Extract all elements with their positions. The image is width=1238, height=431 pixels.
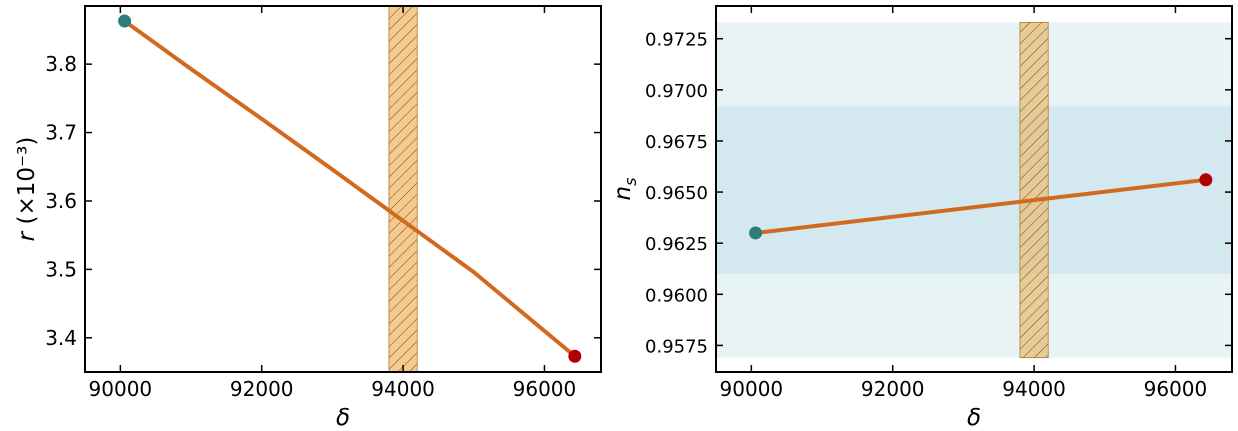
chart0-y-tick-label-1: 3.5 — [45, 257, 77, 281]
chart0-start-point — [118, 14, 132, 28]
chart1-y-tick-label-4: 0.9675 — [645, 132, 708, 153]
chart0-plot-area — [122, 6, 577, 372]
chart0-y-tick-label-3: 3.7 — [45, 121, 77, 145]
chart1-y-tick-label-5: 0.9700 — [645, 81, 708, 102]
chart0-series-line-0 — [122, 19, 577, 359]
chart0-x-tick-label-3: 96000 — [513, 377, 577, 401]
chart1-axes-frame — [715, 5, 1233, 373]
chart1-y-tick-label-6: 0.9725 — [645, 30, 708, 51]
chart0-y-tick-label-4: 3.8 — [45, 52, 77, 76]
chart1-start-point — [749, 226, 763, 240]
chart0-y-axis-label: r (×10⁻³) — [14, 137, 40, 242]
chart1-x-tick-label-1: 92000 — [861, 377, 925, 401]
chart1-x-tick-label-0: 90000 — [720, 377, 784, 401]
chart0-end-point — [568, 349, 582, 363]
chart0-y-tick-label-0: 3.4 — [45, 326, 77, 350]
chart1-y-tick-label-0: 0.9575 — [645, 336, 708, 357]
chart1-series-line-0 — [753, 177, 1208, 235]
chart0-vertical-band-hatch — [388, 6, 418, 372]
chart1-plot-area — [716, 21, 1232, 359]
chart0-axes-frame — [84, 5, 602, 373]
chart1-end-point — [1199, 173, 1213, 187]
chart1-inner-band — [716, 106, 1232, 274]
chart0-y-axis-label-unit: (×10⁻³) — [14, 137, 40, 225]
chart1-y-tick-label-1: 0.9600 — [645, 285, 708, 306]
chart1-y-axis-label-var: n — [610, 186, 636, 201]
chart0-x-tick-label-2: 94000 — [371, 377, 435, 401]
chart1-x-axis-label: δ — [967, 405, 981, 431]
chart1-x-tick-label-2: 94000 — [1002, 377, 1066, 401]
chart1-y-tick-label-2: 0.9625 — [645, 234, 708, 255]
chart0-y-axis-label-var: r — [14, 225, 40, 242]
chart1-y-axis-label-sub: s — [621, 178, 640, 186]
chart0-x-tick-label-1: 92000 — [230, 377, 294, 401]
chart0-x-tick-label-0: 90000 — [89, 377, 153, 401]
chart0-y-tick-label-2: 3.6 — [45, 189, 77, 213]
left-chart-panel: 90000 92000 94000 96000 3.4 3.5 3.6 3.7 3.8 δ r (×… — [14, 5, 602, 431]
right-chart-panel: 90000 92000 94000 96000 0.9575 0.9600 0.9625 0.… — [610, 5, 1233, 431]
chart1-x-tick-label-3: 96000 — [1144, 377, 1208, 401]
chart1-vertical-band-hatch — [1019, 21, 1049, 359]
chart0-x-axis-label: δ — [336, 405, 350, 431]
chart1-y-tick-label-3: 0.9650 — [645, 183, 708, 204]
chart1-y-axis-label: ns — [610, 178, 640, 201]
